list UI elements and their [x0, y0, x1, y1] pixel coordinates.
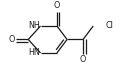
Text: O: O — [54, 1, 60, 10]
Text: NH: NH — [28, 21, 40, 30]
Text: Cl: Cl — [106, 21, 114, 30]
Text: O: O — [80, 56, 86, 64]
Text: O: O — [8, 35, 15, 44]
Text: HN: HN — [28, 48, 40, 57]
